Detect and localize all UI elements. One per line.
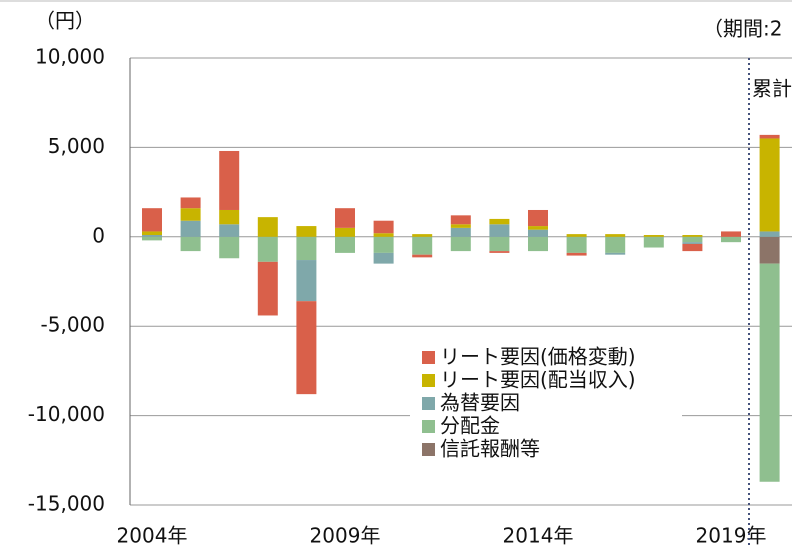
bar-segment xyxy=(682,243,703,252)
bar-segment xyxy=(605,252,626,255)
bar-segment xyxy=(721,231,741,237)
y-tick-label: 10,000 xyxy=(35,45,105,69)
bar-segment xyxy=(566,252,587,256)
bar-segment xyxy=(489,251,510,253)
bar-segment xyxy=(257,261,278,316)
bar-segment xyxy=(759,263,780,482)
bar-segment xyxy=(373,252,394,264)
bar-segment xyxy=(682,235,703,237)
bar-segment xyxy=(759,231,780,237)
bar-segment xyxy=(489,218,510,225)
bar-segment xyxy=(450,227,471,237)
bar-segment xyxy=(142,236,162,241)
bar-segment xyxy=(296,260,317,302)
legend-swatch xyxy=(422,374,435,387)
legend-label: 為替要因 xyxy=(440,391,520,415)
unit-label: （円） xyxy=(35,9,95,33)
period-label: （期間:2 xyxy=(703,17,782,41)
legend-swatch xyxy=(422,420,435,433)
y-tick-label: -5,000 xyxy=(41,313,105,337)
bar-segment xyxy=(335,227,355,237)
bar-segment xyxy=(528,209,548,227)
bar-segment xyxy=(489,236,510,252)
bar-segment xyxy=(682,236,703,243)
bar-segment xyxy=(643,235,664,237)
bar-segment xyxy=(759,138,780,232)
bar-segment xyxy=(759,236,780,264)
bar-segment xyxy=(335,236,355,253)
y-tick-label: -10,000 xyxy=(28,402,105,426)
y-tick-label: 0 xyxy=(92,223,105,247)
bar-segment xyxy=(682,242,703,244)
bar-segment xyxy=(450,236,471,252)
bar-segment xyxy=(180,208,201,221)
bar-segment xyxy=(296,226,317,237)
bar-segment xyxy=(450,215,471,225)
bar-segment xyxy=(605,234,626,237)
bar-segment xyxy=(759,134,780,139)
bar-segment xyxy=(605,236,626,253)
bar-segment xyxy=(528,226,548,230)
bar-segment xyxy=(219,209,240,225)
bar-segment xyxy=(335,208,355,228)
bar-segment xyxy=(142,231,162,236)
legend-label: 信託報酬等 xyxy=(440,437,540,461)
bar-segment xyxy=(142,208,162,232)
bar-segment xyxy=(489,224,510,237)
legend-label: 分配金 xyxy=(440,414,500,438)
bar-segment xyxy=(142,235,162,237)
bar-segment xyxy=(450,224,471,228)
y-tick-label: 5,000 xyxy=(48,134,105,158)
x-tick-label: 2014年 xyxy=(503,524,574,548)
bar-segment xyxy=(566,236,587,253)
x-tick-label: 2009年 xyxy=(310,524,381,548)
legend-swatch xyxy=(422,443,435,456)
legend-label: リート要因(配当収入) xyxy=(440,368,636,392)
bar-segment xyxy=(373,220,394,234)
bar-segment xyxy=(180,236,201,252)
bar-segment xyxy=(566,234,587,237)
legend-box xyxy=(410,344,682,465)
bar-segment xyxy=(643,236,664,248)
cumulative-label: 累計 xyxy=(752,77,792,101)
bar-segment xyxy=(219,224,240,237)
bar-segment xyxy=(296,236,317,261)
bar-segment xyxy=(412,236,433,255)
y-tick-label: -15,000 xyxy=(28,492,105,516)
bar-segment xyxy=(528,229,548,237)
bar-segment xyxy=(257,217,278,237)
bar-segment xyxy=(528,236,548,252)
bar-segment xyxy=(219,150,240,210)
bar-segment xyxy=(180,197,201,209)
bar-segment xyxy=(412,254,433,258)
bar-segment xyxy=(219,236,240,259)
bar-segment xyxy=(412,234,433,237)
bar-segment xyxy=(296,301,317,395)
legend-label: リート要因(価格変動) xyxy=(440,345,636,369)
bar-segment xyxy=(373,233,394,237)
legend-swatch xyxy=(422,397,435,410)
bar-segment xyxy=(721,236,741,243)
bar-segment xyxy=(257,236,278,262)
legend-swatch xyxy=(422,351,435,364)
x-tick-label: 2004年 xyxy=(117,524,188,548)
bar-segment xyxy=(180,220,201,237)
x-tick-label: 2019年 xyxy=(696,524,767,548)
bar-segment xyxy=(373,236,394,253)
